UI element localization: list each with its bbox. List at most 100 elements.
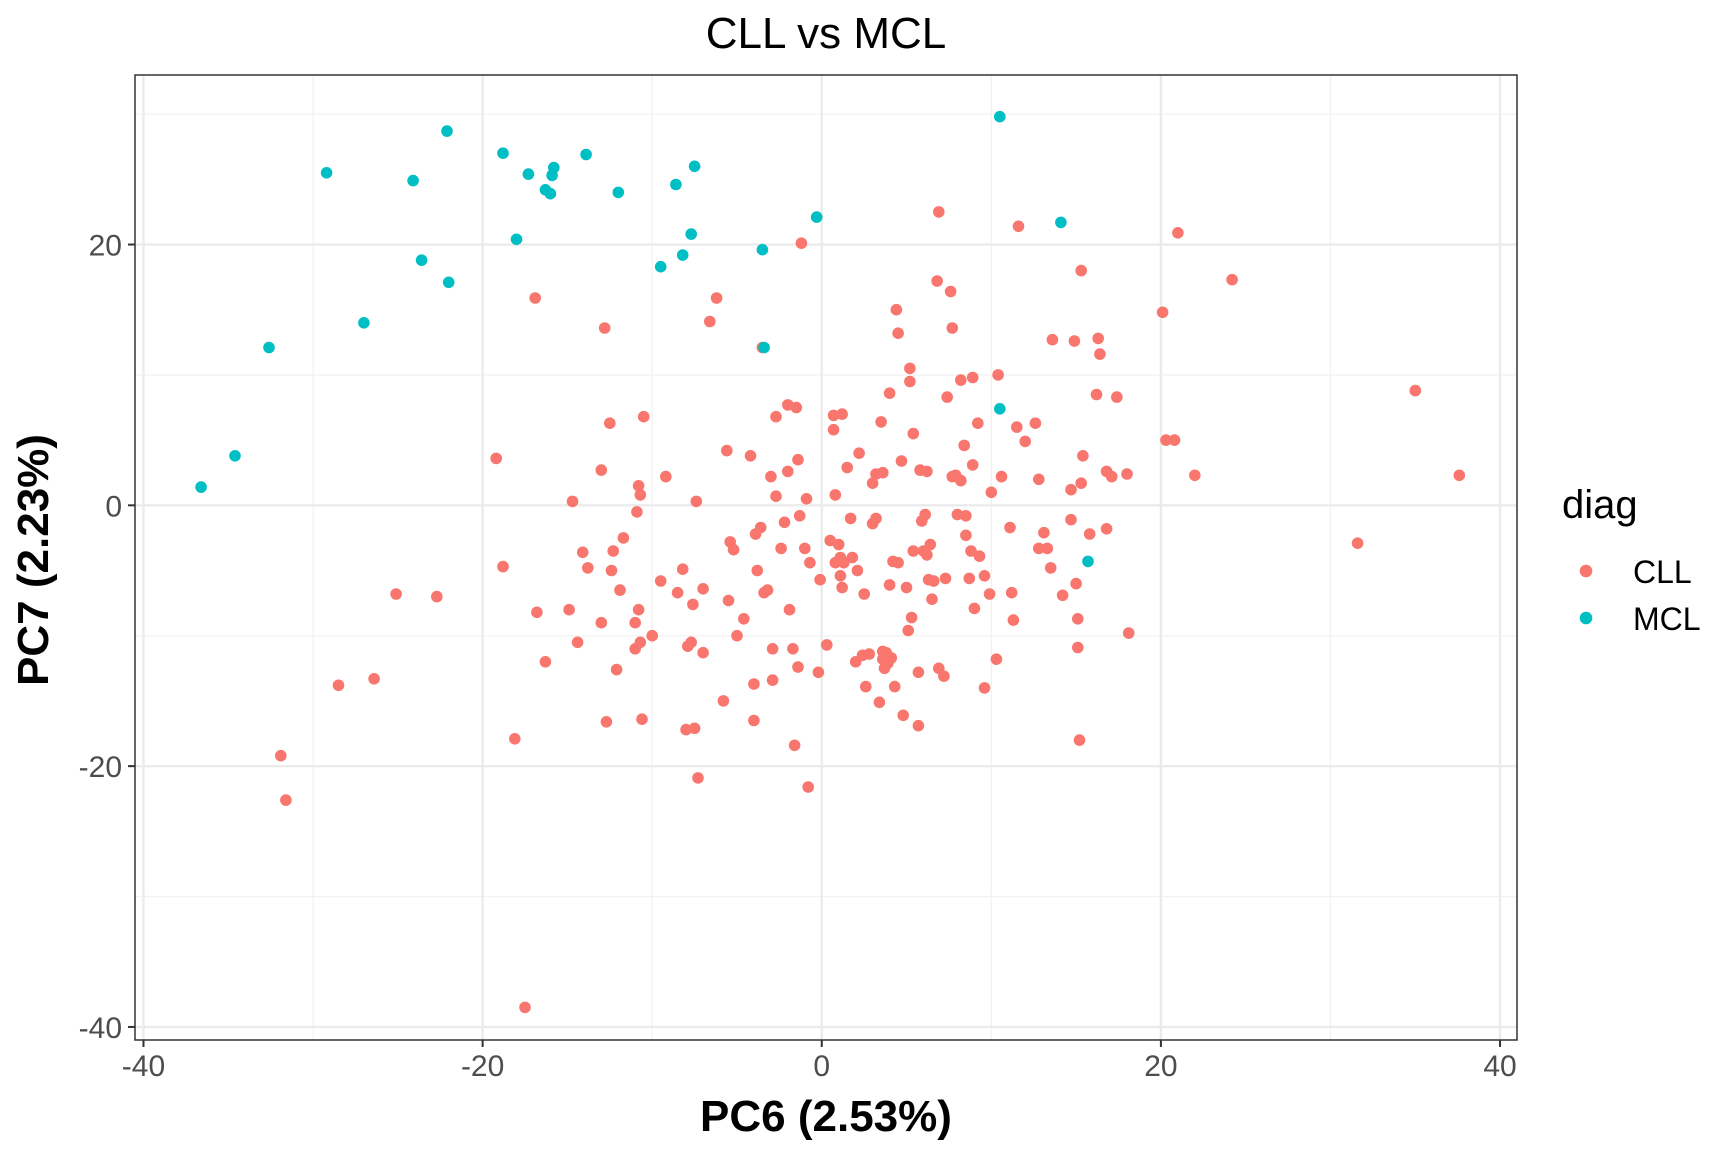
cll-point — [939, 572, 952, 585]
cll-point — [770, 490, 782, 503]
cll-point — [1172, 227, 1184, 239]
cll-point — [731, 629, 743, 642]
cll-point — [770, 410, 782, 423]
cll-point — [1168, 434, 1181, 446]
cll-point — [951, 508, 964, 521]
cll-point — [883, 579, 896, 591]
cll-point — [860, 680, 872, 693]
cll-point — [778, 516, 791, 529]
cll-point — [610, 663, 623, 676]
x-tick-label: -40 — [122, 1050, 165, 1083]
cll-point — [1075, 264, 1087, 277]
cll-point — [931, 275, 943, 287]
cll-point — [690, 495, 703, 508]
mcl-point — [580, 148, 592, 161]
cll-point — [687, 598, 699, 611]
cll-point — [710, 292, 723, 304]
mcl-point — [994, 403, 1006, 415]
cll-point — [892, 327, 904, 340]
y-tick-label: 0 — [105, 490, 122, 523]
cll-point — [783, 603, 796, 616]
legend-label-cll: CLL — [1633, 554, 1692, 590]
y-axis-title: PC7 (2.23%) — [9, 434, 58, 686]
cll-point — [841, 461, 853, 474]
cll-point — [717, 695, 730, 707]
cll-point — [800, 493, 813, 505]
cll-point — [968, 602, 981, 615]
cll-point — [748, 714, 760, 727]
cll-point — [792, 661, 804, 673]
cll-point — [877, 466, 889, 479]
cll-point — [617, 532, 630, 544]
cll-point — [704, 315, 716, 328]
cll-point — [846, 551, 859, 564]
x-axis-title: PC6 (2.53%) — [700, 1092, 952, 1141]
cll-point — [368, 673, 380, 685]
cll-point — [751, 564, 764, 577]
cll-point — [1056, 589, 1069, 602]
cll-point — [614, 584, 626, 596]
cll-point — [921, 549, 933, 561]
cll-point — [1012, 220, 1025, 233]
mcl-point — [1055, 216, 1067, 229]
cll-point — [804, 556, 816, 569]
mcl-point — [670, 178, 682, 191]
x-tick-label: 40 — [1483, 1050, 1516, 1083]
cll-point — [978, 682, 991, 694]
mcl-point — [358, 317, 370, 329]
cll-point — [1156, 306, 1169, 319]
cll-point — [883, 387, 896, 400]
cll-point — [595, 616, 608, 629]
cll-point — [870, 512, 882, 525]
cll-point — [1038, 526, 1050, 539]
mcl-point — [320, 167, 333, 179]
cll-point — [676, 563, 689, 575]
cll-point — [671, 586, 684, 599]
cll-point — [792, 453, 804, 466]
cll-point — [1072, 613, 1084, 625]
cll-point — [692, 772, 704, 784]
cll-point — [1041, 542, 1054, 555]
cll-point — [722, 594, 735, 607]
cll-point — [926, 593, 938, 605]
cll-point — [632, 603, 645, 616]
mcl-point — [510, 233, 523, 246]
cll-point — [1044, 562, 1057, 574]
mcl-point — [442, 276, 455, 289]
cll-point — [637, 410, 650, 423]
cll-point — [721, 444, 733, 457]
cll-point — [727, 543, 740, 556]
cll-point — [1005, 586, 1018, 599]
mcl-point — [229, 450, 241, 462]
y-tick-label: 20 — [89, 230, 122, 263]
cll-point — [853, 447, 865, 460]
cll-point — [1090, 388, 1103, 401]
cll-point — [600, 716, 613, 728]
legend-key-cll — [1579, 564, 1593, 578]
cll-point — [631, 506, 643, 518]
mcl-point — [685, 228, 697, 240]
mcl-point — [994, 110, 1006, 123]
cll-point — [697, 646, 709, 659]
cll-point — [933, 206, 945, 218]
y-tick-label: -20 — [79, 751, 122, 784]
cll-point — [866, 477, 879, 490]
cll-point — [938, 670, 950, 682]
cll-point — [766, 643, 779, 655]
cll-point — [595, 464, 608, 476]
cll-point — [1083, 528, 1096, 540]
cll-point — [1121, 468, 1133, 480]
cll-point — [821, 639, 833, 651]
cll-point — [927, 575, 940, 587]
cll-point — [890, 303, 903, 316]
legend-key-mcl — [1579, 611, 1593, 625]
cll-point — [766, 674, 779, 686]
cll-point — [604, 417, 616, 430]
legend-label-mcl: MCL — [1633, 601, 1701, 637]
cll-point — [1351, 537, 1364, 549]
cll-point — [965, 545, 977, 557]
cll-point — [775, 542, 787, 555]
cll-point — [697, 583, 709, 595]
cll-point — [795, 237, 808, 249]
